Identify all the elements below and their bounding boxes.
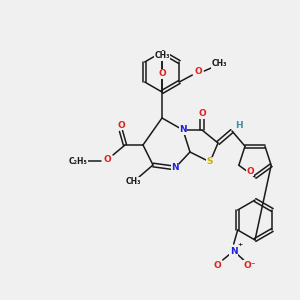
Text: N: N [179, 125, 187, 134]
Text: CH₃: CH₃ [154, 52, 170, 61]
Text: C₂H₅: C₂H₅ [69, 157, 87, 166]
Text: O: O [117, 121, 125, 130]
Text: O: O [158, 70, 166, 79]
Text: H: H [235, 122, 243, 130]
Text: O: O [246, 167, 254, 176]
Text: N: N [171, 164, 179, 172]
Text: CH₃: CH₃ [125, 178, 141, 187]
Text: CH₃: CH₃ [212, 59, 227, 68]
Text: O⁻: O⁻ [243, 260, 256, 269]
Text: S: S [207, 158, 213, 166]
Text: O: O [198, 110, 206, 118]
Text: O: O [194, 68, 202, 76]
Text: N: N [230, 247, 238, 256]
Text: O: O [103, 155, 111, 164]
Text: +: + [237, 242, 242, 247]
Text: O: O [214, 260, 222, 269]
